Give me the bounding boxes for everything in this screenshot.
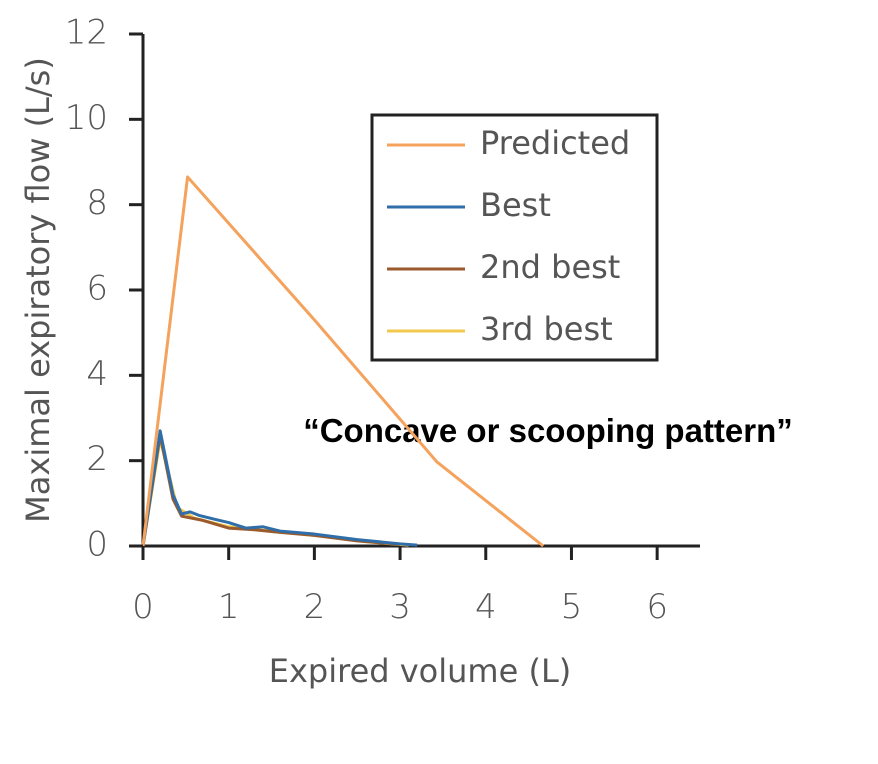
x-tick-label: 1	[218, 587, 240, 627]
legend-label: 2nd best	[480, 248, 620, 286]
legend-label: Predicted	[480, 124, 630, 162]
x-tick-label: 2	[304, 587, 326, 627]
plot-area	[141, 175, 545, 548]
series-line	[141, 429, 418, 547]
x-axis-label: Expired volume (L)	[269, 652, 572, 690]
legend-entries: Predicted Best 2nd best 3rd best	[387, 124, 630, 348]
y-tick-label: 10	[65, 98, 108, 138]
x-tick-label: 6	[646, 587, 668, 627]
legend-label: 3rd best	[480, 310, 613, 348]
x-tick-label: 4	[475, 587, 497, 627]
y-axis-label: Maximal expiratory flow (L/s)	[19, 57, 57, 523]
y-tick-label: 0	[86, 525, 108, 565]
x-tick-label: 0	[132, 587, 154, 627]
y-tick-label: 4	[86, 354, 108, 394]
y-tick-label: 6	[86, 269, 108, 309]
y-tick-label: 12	[65, 13, 108, 53]
y-tick-label: 8	[86, 183, 108, 223]
x-tick-label: 5	[561, 587, 583, 627]
x-tick-label: 3	[389, 587, 411, 627]
y-tick-label: 2	[86, 439, 108, 479]
legend	[370, 113, 659, 362]
series-line	[141, 175, 545, 548]
annotation: “Concave or scooping pattern”	[303, 412, 793, 449]
legend-label: Best	[480, 186, 551, 224]
